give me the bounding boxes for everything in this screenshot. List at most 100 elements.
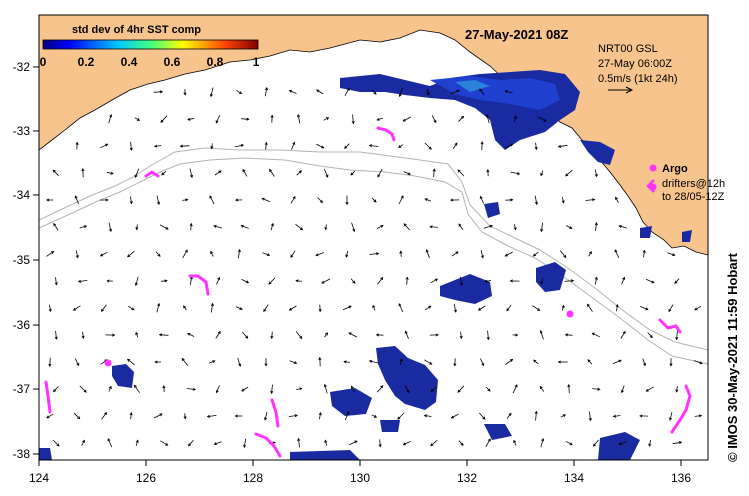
- current-vector: [189, 168, 193, 178]
- current-vector-head: [403, 223, 407, 227]
- current-vector-head: [238, 363, 242, 367]
- current-vector: [236, 90, 242, 94]
- argo-marker-icon: [649, 164, 657, 172]
- lat-tick-label: -38: [13, 447, 31, 461]
- current-vector-head: [557, 144, 562, 148]
- current-vector: [290, 250, 296, 258]
- current-vector: [161, 170, 167, 176]
- current-vector-head: [350, 385, 354, 389]
- current-vector-head: [373, 414, 378, 418]
- current-vector: [324, 440, 328, 446]
- current-vector-head: [135, 227, 139, 231]
- lat-tick-label: -36: [13, 318, 31, 332]
- current-vector: [296, 388, 302, 390]
- current-vector-head: [318, 411, 322, 416]
- current-vector: [264, 412, 268, 420]
- current-vector-head: [504, 253, 508, 257]
- current-vector: [127, 250, 135, 258]
- current-vector-head: [53, 222, 57, 227]
- product-time: 27-May 06:00Z: [598, 58, 672, 70]
- current-vector-head: [215, 120, 219, 124]
- current-vector-head: [504, 90, 508, 94]
- current-vector: [188, 439, 194, 447]
- current-vector-head: [651, 280, 655, 284]
- current-vector: [506, 305, 512, 311]
- current-vector: [558, 144, 568, 148]
- current-vector: [534, 195, 538, 205]
- current-vector-head: [272, 441, 276, 445]
- current-vector: [344, 143, 350, 149]
- current-vector-head: [376, 117, 380, 121]
- current-vector: [323, 117, 329, 121]
- current-vector: [155, 251, 161, 257]
- current-vector-head: [594, 173, 598, 178]
- current-vector: [344, 411, 350, 421]
- current-vector-head: [325, 174, 329, 178]
- current-vector-head: [318, 356, 322, 361]
- current-vector-head: [588, 417, 592, 422]
- current-vector: [271, 384, 273, 394]
- current-vector-head: [157, 201, 161, 206]
- current-vector-head: [183, 92, 187, 96]
- current-vector-head: [380, 276, 384, 281]
- current-vector-head: [368, 144, 373, 148]
- current-vector-head: [237, 248, 241, 253]
- current-vector-head: [423, 414, 428, 418]
- current-vector-head: [484, 279, 488, 283]
- current-vector-head: [377, 174, 381, 178]
- current-vector: [234, 144, 244, 148]
- current-vector: [642, 358, 646, 366]
- current-vector: [186, 388, 196, 390]
- current-vector-head: [458, 223, 462, 227]
- current-vector-head: [485, 113, 489, 118]
- current-vector: [371, 89, 377, 95]
- current-vector: [457, 169, 465, 177]
- current-vector: [621, 385, 625, 393]
- current-vector: [694, 415, 702, 417]
- current-vector-head: [642, 249, 646, 253]
- current-vector-head: [699, 361, 703, 365]
- current-vector: [458, 440, 464, 446]
- current-vector: [241, 331, 249, 339]
- current-vector: [263, 304, 269, 312]
- current-vector: [483, 225, 493, 229]
- current-vector-head: [106, 279, 110, 283]
- current-vector-head: [325, 332, 328, 336]
- current-vector: [107, 438, 113, 448]
- current-vector: [159, 334, 169, 336]
- current-vector-head: [162, 385, 166, 389]
- current-vector-head: [293, 361, 298, 364]
- current-vector: [377, 168, 383, 178]
- current-vector: [561, 305, 565, 311]
- current-vector: [317, 197, 323, 203]
- current-vector-head: [513, 115, 517, 119]
- current-vector: [319, 412, 321, 420]
- current-vector: [376, 385, 384, 393]
- current-vector: [369, 145, 379, 147]
- current-vector: [505, 359, 513, 365]
- current-vector-head: [565, 173, 569, 177]
- current-vector: [479, 88, 485, 96]
- current-vector-head: [352, 280, 356, 284]
- current-vector-head: [669, 363, 673, 367]
- current-vector: [672, 441, 682, 445]
- lon-axis: [38, 460, 682, 466]
- current-vector: [75, 250, 79, 258]
- current-vector: [559, 250, 567, 258]
- current-vector-head: [51, 251, 55, 254]
- current-vector: [693, 360, 703, 364]
- current-vector-head: [76, 362, 80, 367]
- colorbar-tick: 0: [40, 55, 47, 69]
- current-vector-head: [622, 276, 626, 280]
- current-vector: [325, 224, 327, 230]
- current-vector-head: [456, 89, 460, 93]
- current-vector: [100, 143, 108, 149]
- current-vector: [540, 438, 544, 448]
- current-vector: [130, 141, 132, 151]
- drifter-track: [270, 398, 280, 428]
- current-vector: [237, 357, 241, 367]
- current-vector: [484, 280, 492, 282]
- current-vector: [216, 385, 220, 393]
- current-vector: [616, 304, 618, 312]
- current-vector-head: [425, 249, 429, 253]
